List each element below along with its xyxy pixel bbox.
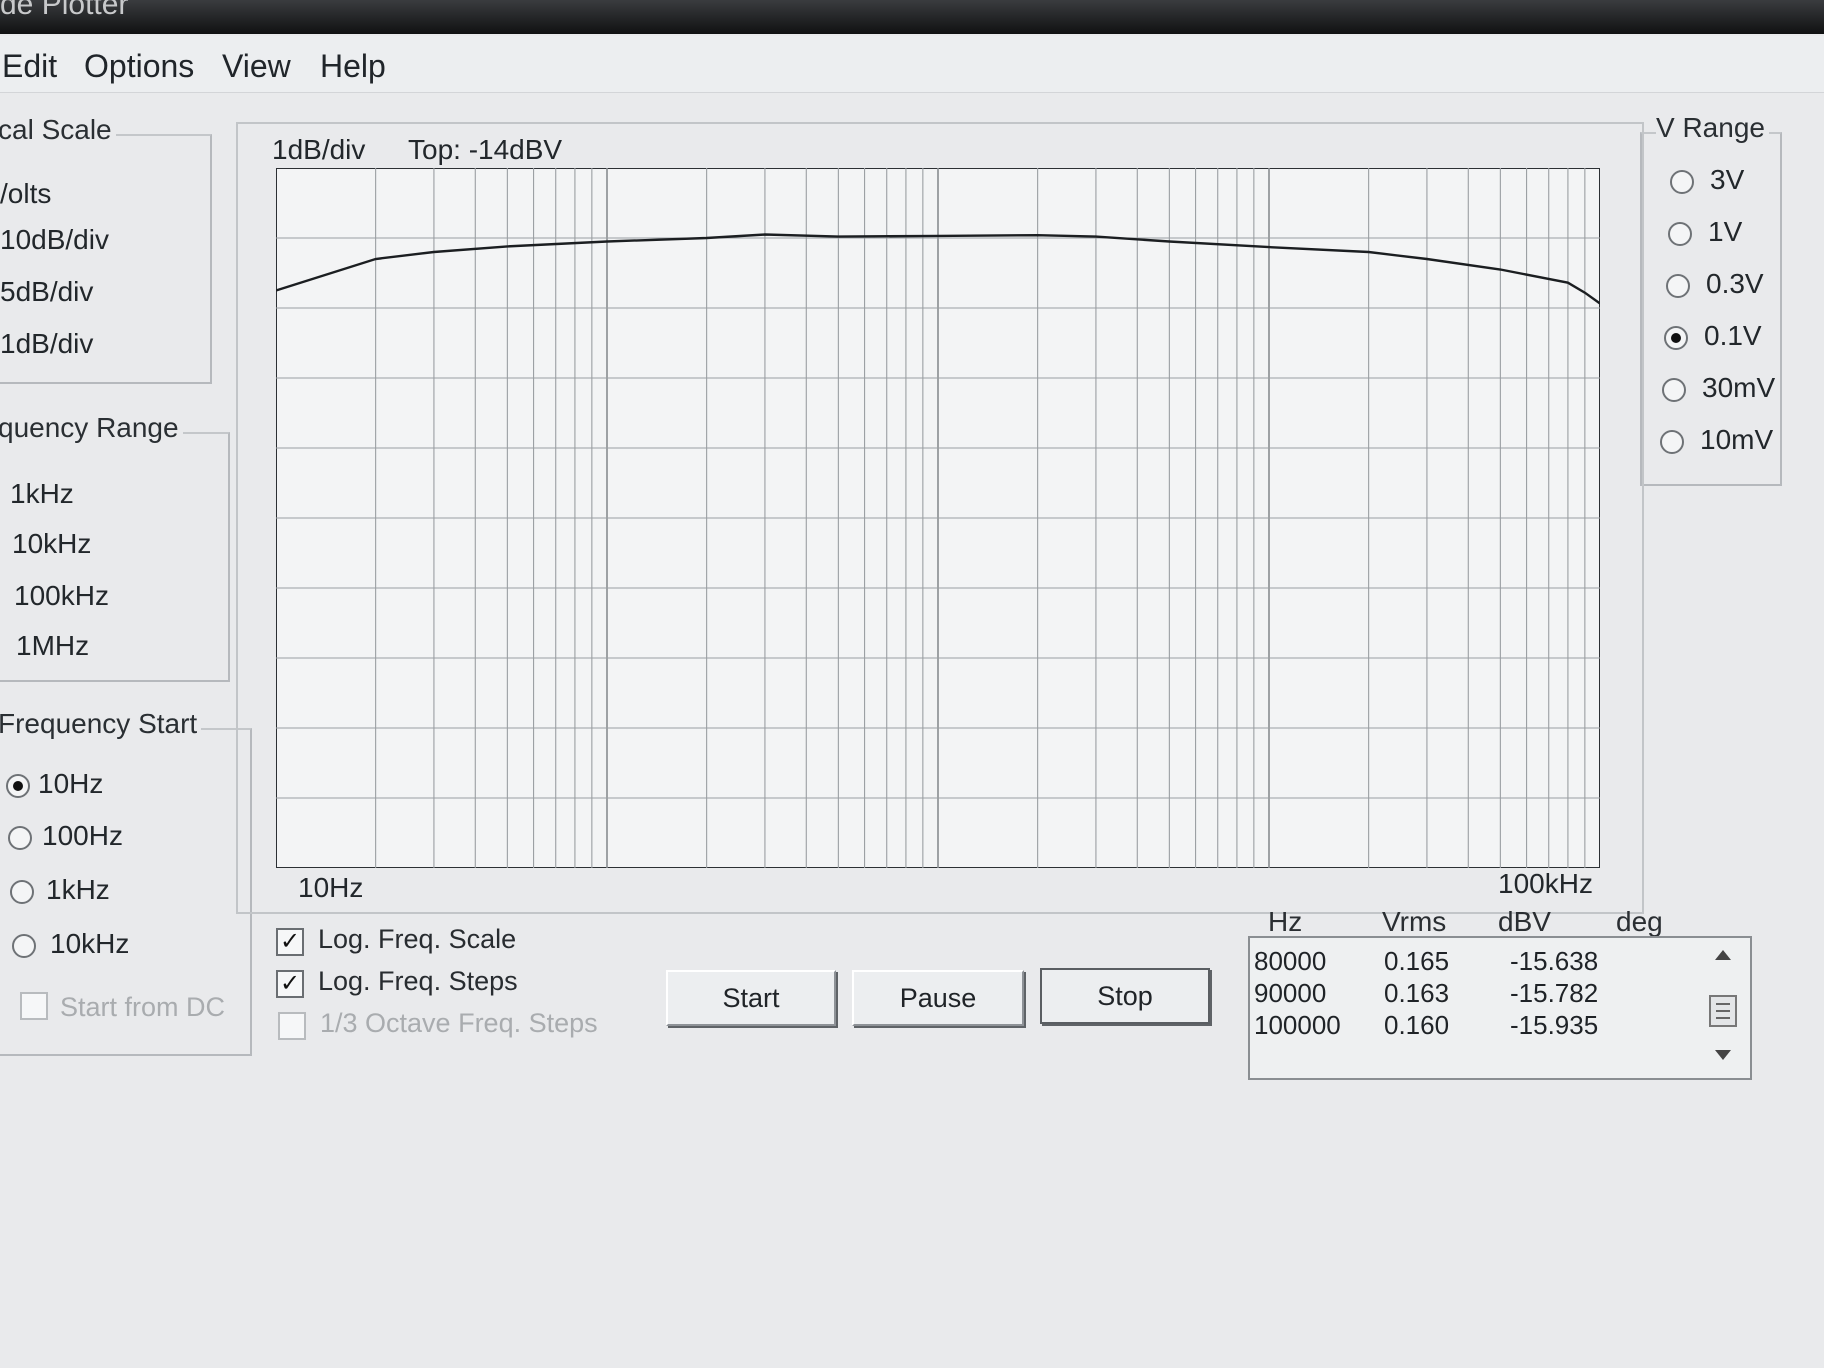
column-header-deg: deg	[1616, 906, 1663, 937]
v-range-group: V Range 3V 1V 0.3V 0.1V 30mV 10mV	[1640, 112, 1782, 486]
scroll-up-icon[interactable]	[1715, 950, 1731, 960]
table-row-1-hz: 80000	[1254, 946, 1327, 976]
log-freq-scale-checkbox[interactable]: ✓	[276, 928, 304, 956]
table-row-1-dbv: -15.638	[1510, 946, 1599, 976]
results-scrollbar[interactable]	[1702, 938, 1744, 1074]
vscale-option-1db[interactable]: 1dB/div	[0, 328, 94, 359]
log-freq-scale-label: Log. Freq. Scale	[318, 924, 517, 954]
plot-scale-label: 1dB/div	[272, 134, 366, 165]
plot-x-end-label: 100kHz	[1498, 868, 1593, 899]
log-freq-steps-checkbox[interactable]: ✓	[276, 970, 304, 998]
start-button[interactable]: Start	[666, 970, 836, 1026]
response-curve	[276, 233, 1600, 305]
vrange-radio-1v[interactable]	[1668, 222, 1692, 246]
frequency-start-title: Frequency Start	[0, 708, 202, 740]
vrange-label-10mv[interactable]: 10mV	[1700, 424, 1774, 455]
column-header-hz: Hz	[1268, 906, 1303, 937]
vrange-label-1v[interactable]: 1V	[1708, 216, 1743, 247]
pause-button[interactable]: Pause	[852, 970, 1024, 1026]
fstart-radio-100hz[interactable]	[8, 826, 32, 850]
vscale-option-volts[interactable]: /olts	[0, 178, 52, 209]
plot-x-start-label: 10Hz	[298, 872, 364, 903]
column-header-vrms: Vrms	[1382, 906, 1447, 937]
window-title: de Plotter	[0, 0, 129, 21]
frange-option-1khz[interactable]: 1kHz	[10, 478, 74, 509]
table-row-2-hz: 90000	[1254, 978, 1327, 1008]
third-octave-label: 1/3 Octave Freq. Steps	[320, 1008, 598, 1038]
table-row-2-vrms: 0.163	[1384, 978, 1450, 1008]
column-header-dbv: dBV	[1498, 906, 1551, 937]
frequency-range-title: quency Range	[0, 412, 183, 444]
menu-bar: Edit Options View Help	[0, 36, 1824, 93]
frange-option-1mhz[interactable]: 1MHz	[16, 630, 90, 661]
menu-options[interactable]: Options	[84, 48, 195, 84]
table-row-2-dbv: -15.782	[1510, 978, 1599, 1008]
stop-button[interactable]: Stop	[1040, 968, 1210, 1024]
bode-plot-area	[276, 168, 1600, 868]
vscale-option-5db[interactable]: 5dB/div	[0, 276, 94, 307]
log-freq-steps-label: Log. Freq. Steps	[318, 966, 518, 996]
fstart-label-10khz[interactable]: 10kHz	[50, 928, 130, 959]
plot-top-label: Top: -14dBV	[408, 134, 563, 165]
frequency-range-group: quency Range 1kHz 10kHz 100kHz 1MHz	[0, 412, 230, 682]
table-row-3-vrms: 0.160	[1384, 1010, 1450, 1040]
plot-grid	[276, 168, 1600, 868]
third-octave-checkbox[interactable]	[278, 1012, 306, 1040]
menu-edit[interactable]: Edit	[2, 48, 58, 84]
vrange-radio-30mv[interactable]	[1662, 378, 1686, 402]
fstart-radio-10khz[interactable]	[12, 934, 36, 958]
vrange-label-3v[interactable]: 3V	[1710, 164, 1745, 195]
frange-option-10khz[interactable]: 10kHz	[12, 528, 92, 559]
scroll-down-icon[interactable]	[1715, 1050, 1731, 1060]
frange-option-100khz[interactable]: 100kHz	[14, 580, 109, 611]
vrange-label-30mv[interactable]: 30mV	[1702, 372, 1776, 403]
vrange-radio-0-1v[interactable]	[1664, 326, 1688, 350]
table-row-1-vrms: 0.165	[1384, 946, 1450, 976]
plot-frame: 1dB/div Top: -14dBV 10Hz 100kHz	[236, 122, 1644, 914]
vrange-radio-10mv[interactable]	[1660, 430, 1684, 454]
vscale-option-10db[interactable]: 10dB/div	[0, 224, 109, 255]
vertical-scale-group: cal Scale /olts 10dB/div 5dB/div 1dB/div	[0, 114, 212, 384]
table-row-3-dbv: -15.935	[1510, 1010, 1599, 1040]
fstart-label-100hz[interactable]: 100Hz	[42, 820, 123, 851]
fstart-radio-10hz[interactable]	[6, 774, 30, 798]
vertical-scale-title: cal Scale	[0, 114, 116, 146]
table-row-3-hz: 100000	[1254, 1010, 1341, 1040]
v-range-title: V Range	[1656, 112, 1769, 144]
fstart-label-1khz[interactable]: 1kHz	[46, 874, 110, 905]
start-from-dc-checkbox[interactable]	[20, 992, 48, 1020]
vrange-label-0-1v[interactable]: 0.1V	[1704, 320, 1762, 351]
frequency-start-group: Frequency Start 10Hz 100Hz 1kHz 10kHz St…	[0, 708, 252, 1056]
fstart-radio-1khz[interactable]	[10, 880, 34, 904]
vrange-radio-0-3v[interactable]	[1666, 274, 1690, 298]
vrange-radio-3v[interactable]	[1670, 170, 1694, 194]
fstart-label-10hz[interactable]: 10Hz	[38, 768, 104, 799]
menu-help[interactable]: Help	[320, 48, 386, 84]
start-from-dc-label: Start from DC	[60, 992, 226, 1022]
vrange-label-0-3v[interactable]: 0.3V	[1706, 268, 1764, 299]
menu-view[interactable]: View	[222, 48, 291, 84]
title-bar: de Plotter	[0, 0, 1824, 34]
scroll-thumb[interactable]	[1709, 995, 1737, 1027]
results-list[interactable]: 80000 0.165 -15.638 90000 0.163 -15.782 …	[1248, 936, 1752, 1080]
